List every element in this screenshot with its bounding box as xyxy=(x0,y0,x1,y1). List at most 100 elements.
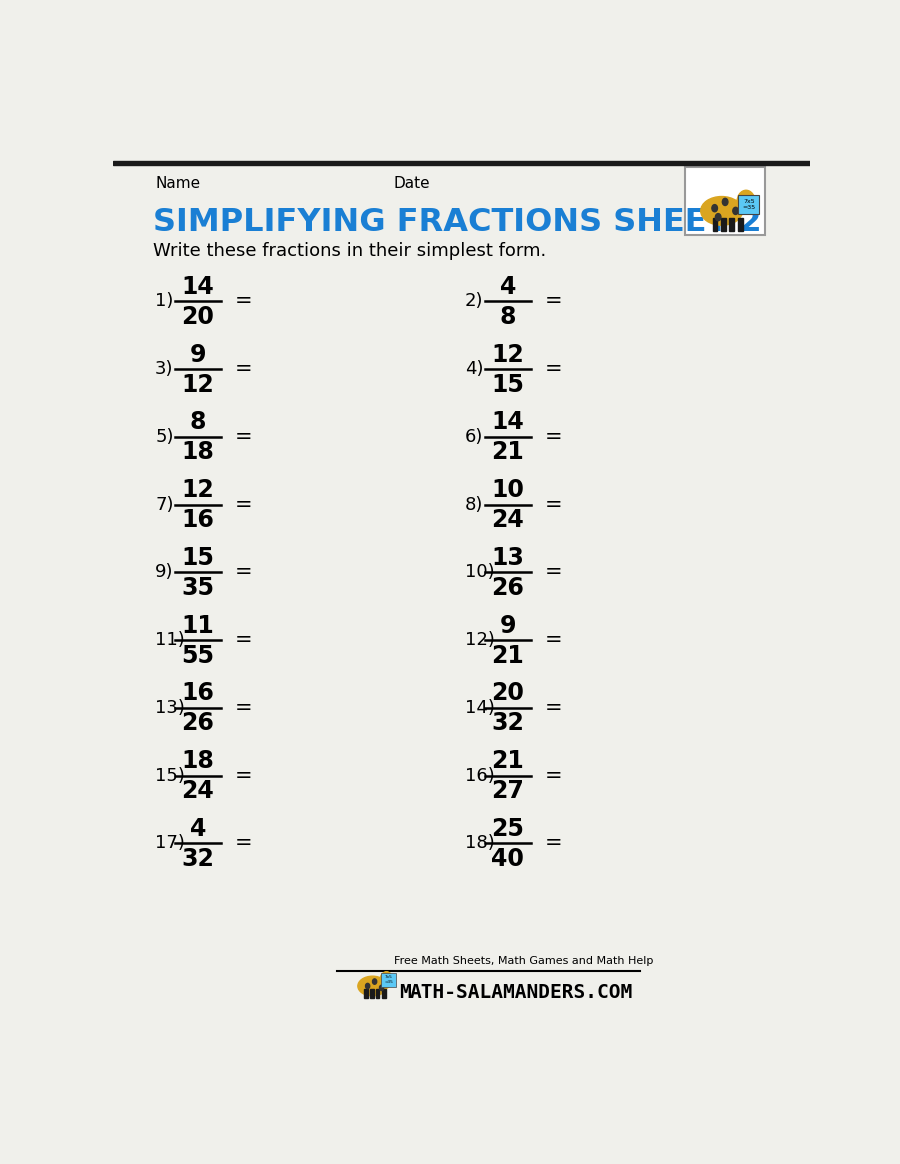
Text: SIMPLIFYING FRACTIONS SHEET 2: SIMPLIFYING FRACTIONS SHEET 2 xyxy=(153,206,761,237)
Text: 13): 13) xyxy=(155,698,185,717)
Text: 18): 18) xyxy=(465,835,495,852)
Text: =: = xyxy=(235,427,253,447)
Circle shape xyxy=(373,979,377,985)
Text: 2): 2) xyxy=(465,292,483,311)
Text: 20: 20 xyxy=(491,681,524,705)
Text: 40: 40 xyxy=(491,847,524,871)
Text: 21: 21 xyxy=(491,644,524,668)
Text: 15): 15) xyxy=(155,767,185,785)
Text: =: = xyxy=(235,360,253,379)
Text: 15: 15 xyxy=(181,546,214,570)
Bar xyxy=(364,988,367,998)
Text: 9: 9 xyxy=(190,342,206,367)
Text: 21: 21 xyxy=(491,440,524,464)
Text: =: = xyxy=(545,766,562,786)
Text: 1): 1) xyxy=(155,292,174,311)
Text: 26: 26 xyxy=(491,576,524,599)
Text: =: = xyxy=(235,291,253,312)
Text: 16: 16 xyxy=(181,681,214,705)
Text: 8: 8 xyxy=(500,305,516,328)
Text: 20: 20 xyxy=(181,305,214,328)
Text: 18: 18 xyxy=(181,440,214,464)
Text: =: = xyxy=(235,495,253,514)
Text: M: M xyxy=(400,984,411,1002)
Text: 25: 25 xyxy=(491,817,524,840)
Text: Write these fractions in their simplest form.: Write these fractions in their simplest … xyxy=(153,242,546,261)
Circle shape xyxy=(380,972,392,988)
Text: 15: 15 xyxy=(491,372,524,397)
Text: =: = xyxy=(545,630,562,651)
Text: Free Math Sheets, Math Games and Math Help: Free Math Sheets, Math Games and Math He… xyxy=(393,956,652,965)
Text: 4: 4 xyxy=(500,275,516,299)
Text: =: = xyxy=(545,495,562,514)
Circle shape xyxy=(733,207,738,214)
Text: 8): 8) xyxy=(465,496,483,513)
Text: 32: 32 xyxy=(491,711,524,736)
Text: 32: 32 xyxy=(181,847,214,871)
Bar xyxy=(371,988,373,998)
Text: =: = xyxy=(545,360,562,379)
Text: 13: 13 xyxy=(491,546,524,570)
FancyBboxPatch shape xyxy=(685,168,765,235)
Circle shape xyxy=(365,984,370,988)
Text: 17): 17) xyxy=(155,835,185,852)
Text: 7x5
=35: 7x5 =35 xyxy=(384,975,393,984)
Text: 7): 7) xyxy=(155,496,174,513)
Text: =: = xyxy=(545,562,562,582)
Text: Date: Date xyxy=(394,176,430,191)
Text: 24: 24 xyxy=(182,779,214,803)
Text: 12: 12 xyxy=(491,342,524,367)
Bar xyxy=(721,218,725,232)
Text: 12: 12 xyxy=(182,478,214,502)
Text: 9: 9 xyxy=(500,613,516,638)
Text: 14: 14 xyxy=(491,410,524,434)
FancyBboxPatch shape xyxy=(381,973,396,987)
Text: =: = xyxy=(545,833,562,853)
Text: 10): 10) xyxy=(465,563,495,582)
Text: 9): 9) xyxy=(155,563,174,582)
Text: Name: Name xyxy=(155,176,200,191)
Bar xyxy=(713,218,717,232)
Text: =: = xyxy=(235,833,253,853)
Text: 11: 11 xyxy=(182,613,214,638)
Text: 5): 5) xyxy=(155,428,174,446)
Text: =: = xyxy=(235,698,253,718)
Circle shape xyxy=(737,190,755,213)
Text: 4: 4 xyxy=(190,817,206,840)
Text: 26: 26 xyxy=(181,711,214,736)
Text: 21: 21 xyxy=(491,750,524,773)
Circle shape xyxy=(712,205,717,212)
Text: 24: 24 xyxy=(491,508,524,532)
Text: =: = xyxy=(545,427,562,447)
Bar xyxy=(376,988,380,998)
Text: 4): 4) xyxy=(465,360,483,378)
Bar xyxy=(112,162,810,165)
Text: 14: 14 xyxy=(182,275,214,299)
Bar xyxy=(382,988,386,998)
Text: 12): 12) xyxy=(465,631,495,650)
Text: 11): 11) xyxy=(155,631,184,650)
Circle shape xyxy=(380,985,383,991)
Text: 12: 12 xyxy=(182,372,214,397)
Text: 35: 35 xyxy=(181,576,214,599)
Text: 16): 16) xyxy=(465,767,495,785)
Circle shape xyxy=(723,198,728,206)
Text: 16: 16 xyxy=(181,508,214,532)
Circle shape xyxy=(716,213,721,221)
Text: =: = xyxy=(235,766,253,786)
Text: =: = xyxy=(235,562,253,582)
Text: 3): 3) xyxy=(155,360,174,378)
Ellipse shape xyxy=(701,197,742,225)
Text: 55: 55 xyxy=(181,644,214,668)
FancyBboxPatch shape xyxy=(738,194,760,214)
Text: 18: 18 xyxy=(181,750,214,773)
Bar xyxy=(738,218,742,232)
Bar xyxy=(729,218,734,232)
Text: 8: 8 xyxy=(190,410,206,434)
Text: 6): 6) xyxy=(465,428,483,446)
Text: 14): 14) xyxy=(465,698,495,717)
Text: =: = xyxy=(545,698,562,718)
Text: ATH-SALAMANDERS.COM: ATH-SALAMANDERS.COM xyxy=(410,984,633,1002)
Text: 10: 10 xyxy=(491,478,524,502)
Ellipse shape xyxy=(358,977,387,996)
